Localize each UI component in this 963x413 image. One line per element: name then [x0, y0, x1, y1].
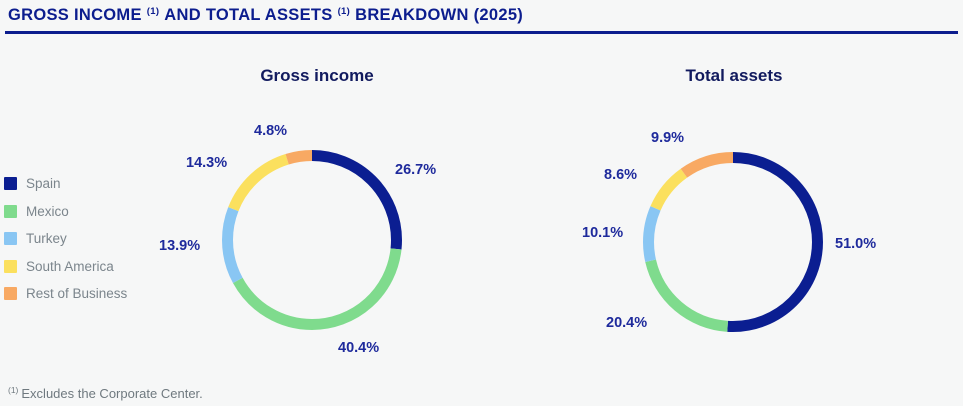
gross-income-label-mexico: 40.4%	[338, 340, 380, 356]
legend-swatch-spain	[4, 177, 17, 190]
chart-legend: Spain Mexico Turkey South America Rest o…	[4, 176, 128, 301]
legend-swatch-turkey	[4, 232, 17, 245]
legend-item-rest-of-business: Rest of Business	[4, 286, 128, 301]
total-assets-label-south-america: 8.6%	[604, 167, 638, 183]
legend-swatch-rest-of-business	[4, 287, 17, 300]
page-title-part2: AND TOTAL ASSETS	[164, 6, 333, 24]
total-assets-label-rest-of-business: 9.9%	[651, 130, 685, 146]
legend-label: Turkey	[26, 231, 67, 246]
legend-item-turkey: Turkey	[4, 231, 127, 246]
footnote-marker: (1)	[8, 385, 19, 395]
donut-segment-rest-of-business	[643, 152, 823, 332]
total-assets-label-mexico: 20.4%	[606, 315, 648, 331]
donut-segment-rest-of-business	[222, 150, 402, 330]
gross-income-label-south-america: 14.3%	[186, 155, 228, 171]
total-assets-donut-chart	[638, 147, 828, 337]
page-title-footnote-marker-1: (1)	[146, 6, 160, 17]
donut-segment-turkey	[643, 152, 823, 332]
legend-item-mexico: Mexico	[4, 203, 127, 219]
gross-income-donut-chart	[217, 145, 407, 335]
legend-swatch-south-america	[4, 259, 17, 273]
page-title: GROSS INCOME (1) AND TOTAL ASSETS (1) BREAKD…	[8, 6, 523, 25]
legend-item-south-america: South America	[4, 258, 127, 274]
page-title-part3: BREAKDOWN (2025)	[355, 6, 524, 24]
total-assets-label-turkey: 10.1%	[582, 225, 624, 241]
legend-label: Spain	[26, 176, 61, 191]
page-title-part1: GROSS INCOME	[8, 6, 142, 24]
donut-svg	[222, 150, 402, 330]
gross-income-label-rest-of-business: 4.8%	[254, 123, 288, 139]
legend-label: South America	[26, 258, 114, 274]
legend-swatch-mexico	[4, 204, 17, 218]
donut-segment-turkey	[222, 150, 402, 330]
legend-item-spain: Spain	[4, 176, 127, 191]
legend-label: Rest of Business	[26, 286, 128, 301]
gross-income-label-spain: 26.7%	[395, 162, 437, 178]
title-underline	[5, 31, 958, 34]
gross-income-label-turkey: 13.9%	[159, 238, 201, 254]
bottom-margin	[0, 406, 963, 413]
donut-svg	[643, 152, 823, 332]
footnote: (1) Excludes the Corporate Center.	[8, 385, 203, 401]
total-assets-chart-title: Total assets	[685, 66, 783, 85]
page-title-footnote-marker-2: (1)	[337, 6, 351, 17]
total-assets-label-spain: 51.0%	[835, 236, 877, 252]
donut-segment-mexico	[222, 150, 402, 330]
legend-label: Mexico	[26, 203, 69, 219]
footnote-text: Excludes the Corporate Center.	[21, 386, 203, 401]
gross-income-chart-title: Gross income	[260, 66, 374, 85]
